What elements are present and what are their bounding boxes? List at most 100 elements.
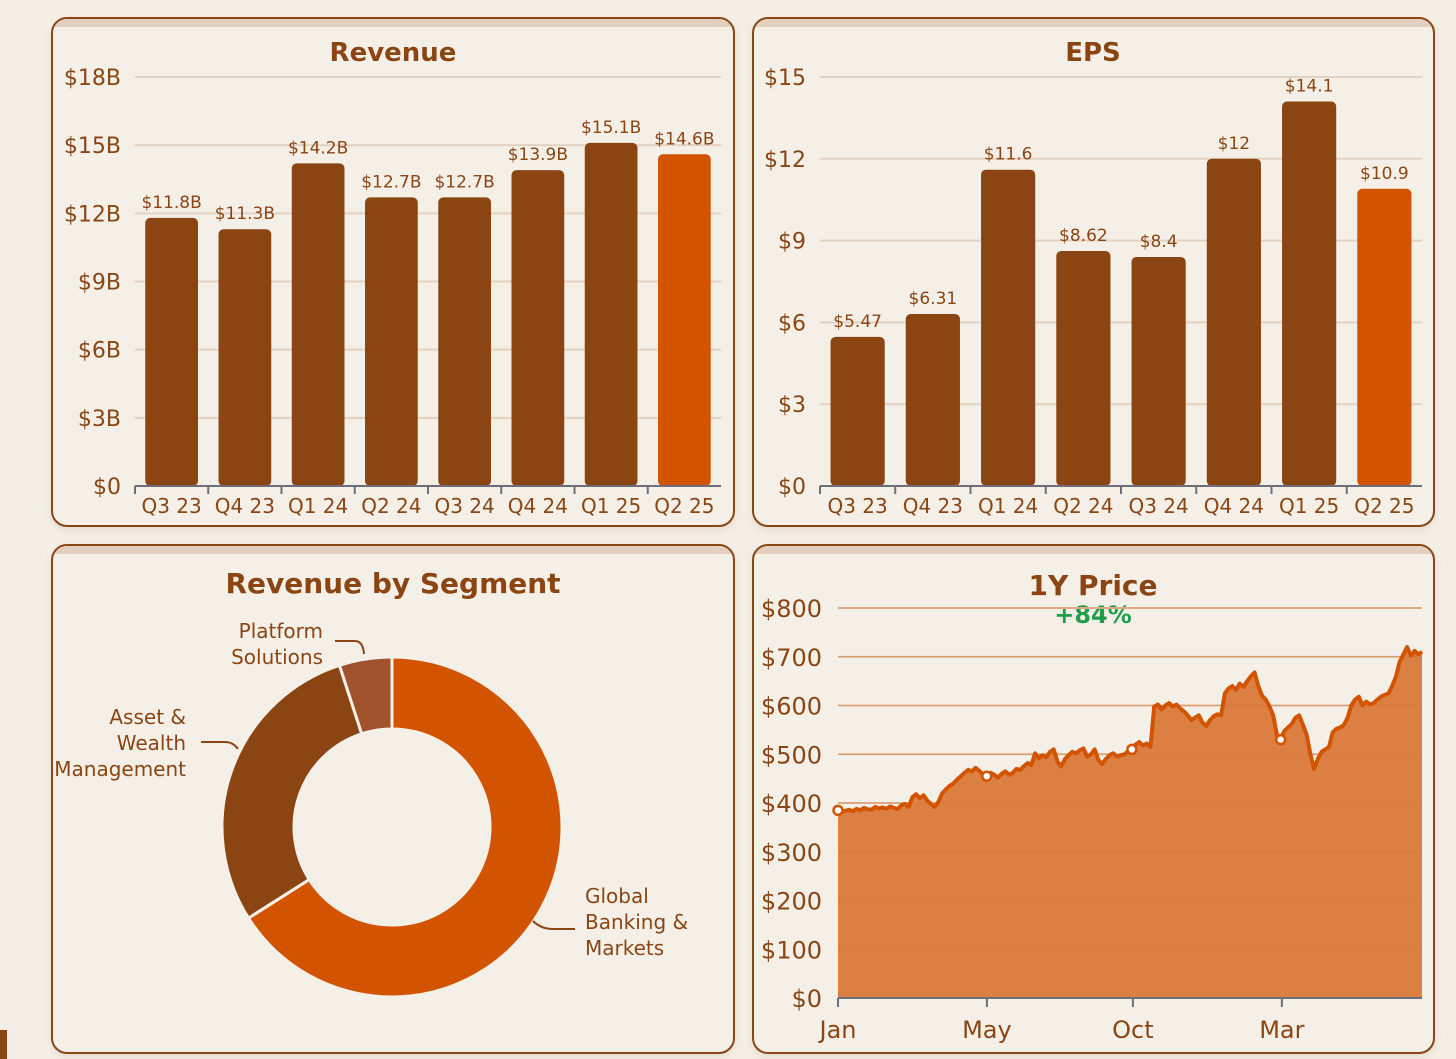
x-tick-label: Q1 25 [581,494,641,518]
x-tick-label: Jan [818,1016,857,1044]
revenue-chart: Revenue $0 $3B $6B $9B $12B $15B $18B $11.8B Q3 2… [64,38,721,518]
y-tick-label: $700 [761,644,822,672]
data-label: $12.7B [361,172,421,192]
bar [438,197,491,486]
y-tick-label: $15 [764,66,806,91]
data-label: $15.1B [581,118,641,138]
data-label: $14.6B [654,129,714,149]
chart-title: Revenue [330,38,457,68]
x-tick-label: Q1 24 [978,494,1038,518]
bar [291,163,345,486]
x-tick-label: Q3 23 [141,494,201,518]
marker-point [1126,743,1138,756]
marker-point [981,770,993,782]
slice-label: Management [54,757,186,781]
y-tick-label: $3B [78,407,121,432]
price-chart: 1Y Price+84% $0 $100 $200 $300 $400 $500 $600 $7… [761,569,1424,1044]
revenue-card: Revenue $0 $3B $6B $9B $12B $15B $18B $11.8B Q3 2… [51,17,735,527]
x-tick-label: Q3 23 [827,494,887,518]
y-tick-label: $9B [78,271,121,296]
slice-label: Asset & [109,705,186,729]
bar [365,197,418,486]
y-tick-label: $400 [761,790,822,818]
bar [1282,101,1337,486]
price-card: 1Y Price +84% $0 $100 $200 $300 $400 $500 $600 $7… [752,544,1435,1054]
bar [1131,256,1186,486]
data-label: $5.47 [833,312,882,332]
x-tick-label: Oct [1112,1016,1154,1044]
leader-line [201,741,239,750]
slice-label: Platform [239,619,323,643]
chart-title: 1Y Price [1028,569,1157,602]
bar [1206,158,1261,487]
data-label: $11.8B [141,193,201,213]
x-tick-label: Q3 24 [1128,494,1188,518]
x-tick-label: Q2 25 [1354,494,1414,518]
side-tab-marker [0,1030,7,1059]
bar [830,336,885,486]
x-tick-label: May [962,1016,1012,1044]
y-tick-label: $500 [761,741,822,769]
x-tick-label: Q1 24 [288,494,348,518]
slice-label: Banking & [585,910,688,934]
y-tick-label: $15B [64,134,121,159]
marker-point [1274,733,1287,746]
bar [658,154,711,486]
price-area [838,647,1422,998]
y-tick-label: $0 [93,475,121,500]
bar [905,313,960,486]
bar [981,169,1036,486]
data-label: $11.6 [984,145,1033,165]
y-tick-label: $12 [764,148,806,173]
slice-label: Global [585,884,649,908]
x-tick-label: Mar [1259,1016,1304,1044]
x-tick-label: Q2 24 [1053,494,1113,518]
x-tick-label: Q4 24 [1204,494,1264,518]
data-label: $10.9 [1360,164,1409,184]
y-tick-label: $6 [778,311,806,336]
x-tick-label: Q2 25 [654,494,714,518]
y-tick-label: $800 [761,595,822,623]
data-label: $14.2B [288,138,348,158]
bar [1357,188,1412,486]
y-tick-label: $300 [761,839,822,867]
y-tick-label: $0 [778,475,806,500]
x-tick-label: Q3 24 [434,494,494,518]
eps-card: EPS $0 $3 $6 $9 $12 $15 $5.47 Q3 23 $6.31 Q4 23 $11… [752,17,1435,527]
data-label: $8.62 [1059,226,1108,246]
marker-point [832,804,844,817]
leader-line [532,920,575,930]
y-tick-label: $600 [761,693,822,721]
bar [145,217,198,486]
y-tick-label: $12B [64,202,121,227]
data-label: $12 [1218,134,1250,154]
x-tick-label: Q4 23 [903,494,963,518]
y-tick-label: $100 [761,936,822,964]
leader-line [335,640,365,655]
x-tick-label: Q1 25 [1279,494,1339,518]
slice-label: Wealth [117,731,186,755]
data-label: $12.7B [434,172,494,192]
data-label: $13.9B [508,145,568,165]
chart-title: Revenue by Segment [225,567,560,600]
bar [1056,250,1111,486]
y-tick-label: $18B [64,66,121,91]
y-tick-label: $3 [778,393,806,418]
y-tick-label: $200 [761,888,822,916]
price-change: +84% [1054,601,1132,629]
data-label: $6.31 [909,289,958,309]
donut-slice [220,663,364,920]
slice-label: Markets [585,936,664,960]
x-tick-label: Q4 23 [215,494,275,518]
data-label: $8.4 [1140,232,1178,252]
bar [218,229,272,486]
donut-slice [246,655,564,999]
x-tick-label: Q2 24 [361,494,421,518]
y-tick-label: $6B [78,339,121,364]
data-label: $14.1 [1285,77,1334,97]
y-tick-label: $0 [791,985,822,1013]
donut-slice [337,655,394,736]
data-label: $11.3B [215,204,275,224]
segment-card: Revenue by Segment Global Banking & Markets… [51,544,735,1054]
